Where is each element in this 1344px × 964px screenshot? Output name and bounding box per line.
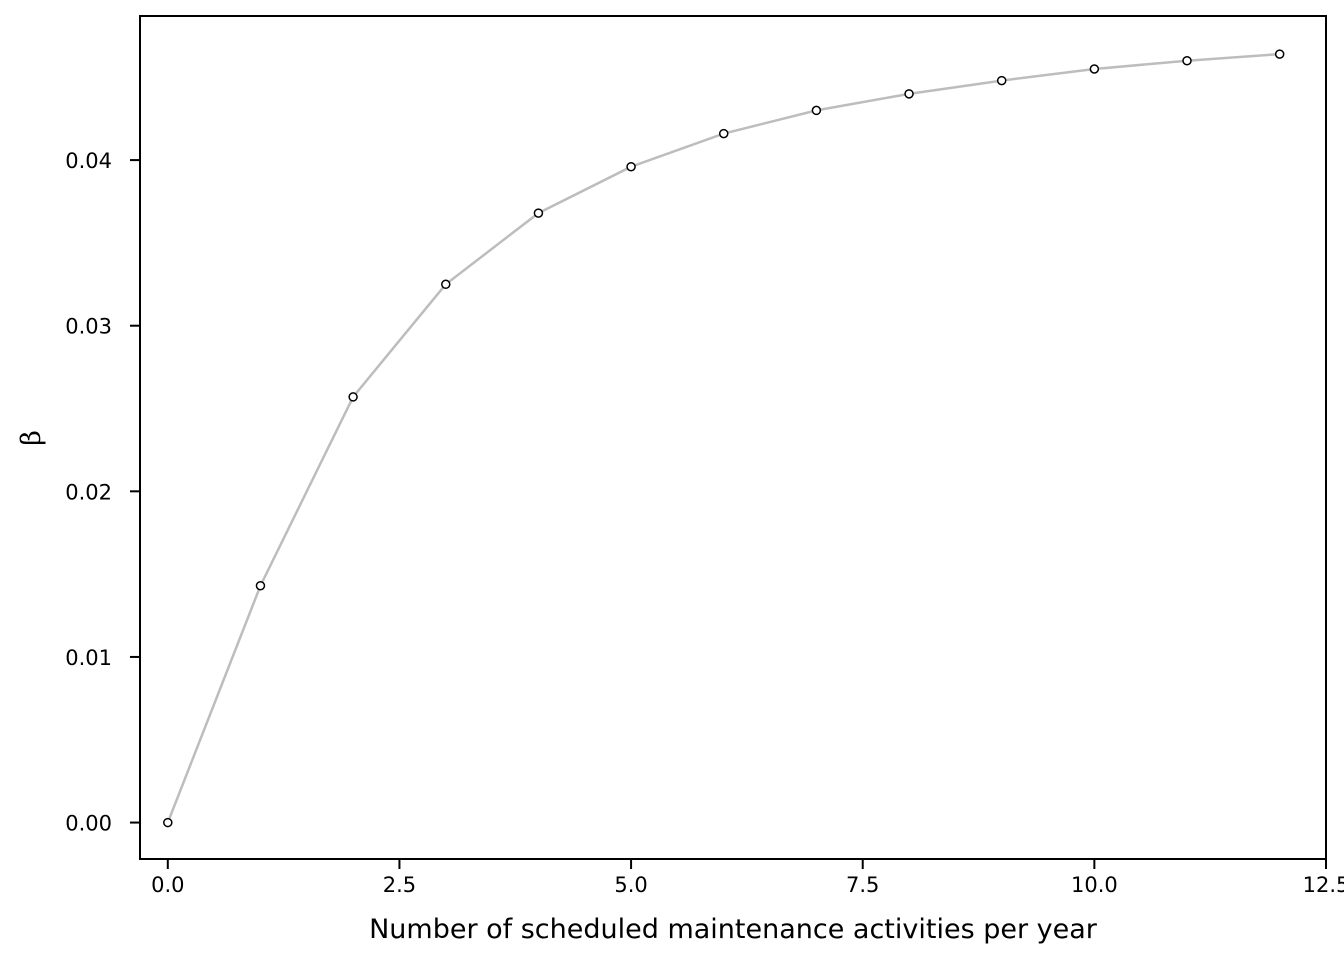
data-point — [255, 580, 266, 591]
data-point — [904, 89, 914, 99]
x-tick-label: 2.5 — [383, 873, 416, 897]
data-point — [441, 279, 451, 290]
x-tick-label: 7.5 — [846, 873, 879, 897]
data-point — [718, 128, 729, 139]
series-line — [166, 52, 1280, 824]
data-point — [1274, 49, 1285, 59]
plot-frame — [139, 15, 1327, 860]
y-axis-ticks: 0.00 0.01 0.02 0.03 0.04 — [65, 149, 140, 836]
y-tick-label: 0.03 — [65, 315, 112, 339]
data-point — [1089, 64, 1100, 74]
x-tick-label: 12.5 — [1303, 873, 1344, 897]
y-tick-label: 0.04 — [65, 149, 112, 173]
x-axis-label: Number of scheduled maintenance activiti… — [369, 914, 1098, 945]
x-tick-label: 5.0 — [614, 873, 647, 897]
x-axis-ticks: 0.0 2.5 5.0 7.5 10.0 12.5 — [151, 859, 1344, 897]
data-point — [533, 208, 544, 218]
series-layer — [163, 49, 1285, 828]
data-point — [811, 105, 822, 116]
data-point — [996, 75, 1007, 86]
data-point — [1182, 55, 1192, 66]
y-tick-label: 0.02 — [65, 480, 112, 504]
x-tick-label: 0.0 — [151, 873, 184, 897]
y-tick-label: 0.00 — [65, 812, 112, 836]
data-point — [626, 161, 636, 172]
y-tick-label: 0.01 — [65, 646, 112, 670]
data-point — [348, 392, 358, 402]
y-axis-label: β — [16, 430, 47, 446]
x-tick-label: 10.0 — [1071, 873, 1118, 897]
data-point — [163, 817, 173, 828]
